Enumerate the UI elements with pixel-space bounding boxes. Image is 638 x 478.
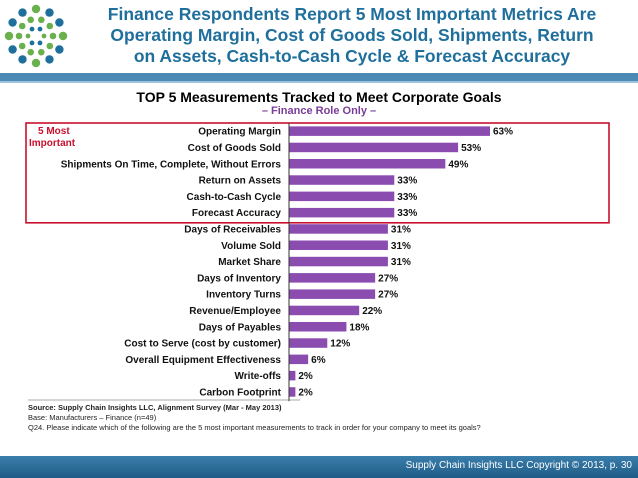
data-label: 33% (397, 208, 417, 219)
category-label: Revenue/Employee (189, 306, 281, 317)
bar (289, 289, 376, 299)
logo-dot (31, 58, 41, 68)
header-rule-accent (0, 81, 638, 83)
category-label: Cash-to-Cash Cycle (187, 192, 282, 203)
footer-bar: Supply Chain Insights LLC Copyright © 20… (0, 456, 638, 478)
logo-dot (46, 42, 54, 50)
category-label: Operating Margin (198, 127, 281, 138)
logo-dot (37, 26, 43, 32)
bar (289, 338, 328, 348)
data-label: 31% (391, 241, 411, 252)
logo-dot (25, 33, 31, 39)
logo-dot (18, 22, 26, 30)
data-label: 31% (391, 224, 411, 235)
highlight-box (25, 122, 610, 224)
logo-dot (55, 18, 64, 27)
bar (289, 370, 296, 381)
logo-dot (45, 8, 54, 17)
data-label: 27% (378, 290, 398, 301)
bar (289, 126, 490, 136)
logo-dot (46, 22, 54, 30)
data-label: 27% (378, 273, 398, 284)
data-label: 33% (397, 192, 417, 203)
logo-dot (55, 45, 64, 54)
category-label: Days of Payables (199, 322, 282, 333)
bar (289, 191, 395, 202)
chart-subtitle: – Finance Role Only – (261, 105, 377, 117)
category-label: Market Share (218, 257, 281, 268)
bar (289, 256, 388, 267)
data-label: 22% (362, 306, 382, 317)
logo-dot (58, 31, 68, 41)
logo-dot (27, 16, 34, 24)
logo-dot (8, 45, 17, 54)
logo-dot (31, 4, 41, 14)
category-label: Write-offs (235, 371, 282, 382)
highlight-label-line: Important (29, 138, 76, 149)
question-note: Q24. Please indicate which of the follow… (28, 423, 481, 432)
data-label: 18% (349, 322, 369, 333)
data-label: 12% (330, 339, 350, 350)
data-label: 2% (298, 371, 313, 382)
category-label: Inventory Turns (206, 290, 281, 301)
bar (289, 387, 296, 397)
category-label: Days of Receivables (184, 224, 281, 235)
category-label: Carbon Footprint (199, 387, 281, 398)
bar (289, 322, 347, 332)
logo-dot (45, 55, 54, 64)
data-label: 53% (461, 143, 481, 154)
logo-dot (38, 48, 45, 56)
data-label: 63% (493, 127, 513, 138)
logo-dot (18, 42, 26, 50)
logo-dot (29, 40, 35, 46)
logo-dot (27, 48, 34, 56)
bar (289, 240, 388, 250)
slide-title: Finance Respondents Report 5 Most Import… (72, 4, 632, 67)
dot-circle-logo-icon (4, 4, 68, 68)
bar (289, 207, 395, 218)
logo-dot (41, 33, 47, 39)
logo-dot (18, 55, 27, 64)
logo-dot (29, 26, 35, 32)
header-rule (0, 73, 638, 81)
data-label: 2% (298, 387, 313, 398)
data-label: 49% (448, 159, 468, 170)
bar (289, 159, 446, 169)
category-label: Cost to Serve (cost by customer) (124, 339, 281, 350)
category-label: Shipments On Time, Complete, Without Err… (61, 159, 282, 170)
category-label: Volume Sold (221, 241, 281, 252)
copyright-text: Supply Chain Insights LLC Copyright © 20… (405, 460, 632, 471)
logo-dot (4, 31, 14, 41)
data-label: 31% (391, 257, 411, 268)
slide-title-line-1: Finance Respondents Report 5 Most Import… (107, 4, 597, 24)
bar (289, 273, 376, 283)
highlight-label-line: 5 Most (38, 126, 70, 137)
data-label: 6% (311, 355, 326, 366)
source-note: Source: Supply Chain Insights LLC, Align… (28, 403, 282, 412)
data-label: 33% (397, 176, 417, 187)
bar (289, 224, 388, 234)
category-label: Forecast Accuracy (192, 208, 282, 219)
logo-dot (37, 40, 43, 46)
logo-dot (49, 32, 57, 40)
category-label: Days of Inventory (197, 273, 281, 284)
logo-dot (15, 32, 23, 40)
bar (289, 175, 395, 185)
slide-title-line-3: on Assets, Cash-to-Cash Cycle & Forecast… (133, 46, 571, 66)
bar (289, 142, 459, 153)
logo-dot (18, 8, 27, 17)
category-label: Cost of Goods Sold (188, 143, 281, 154)
logo-dot (38, 16, 45, 24)
category-label: Return on Assets (199, 176, 282, 187)
slide-title-line-2: Operating Margin, Cost of Goods Sold, Sh… (110, 25, 594, 45)
category-label: Overall Equipment Effectiveness (125, 355, 281, 366)
logo-dot (8, 18, 17, 27)
bar (289, 354, 309, 365)
base-note: Base: Manufacturers – Finance (n=49) (28, 413, 157, 422)
chart-title: TOP 5 Measurements Tracked to Meet Corpo… (136, 89, 502, 105)
bar (289, 305, 360, 316)
